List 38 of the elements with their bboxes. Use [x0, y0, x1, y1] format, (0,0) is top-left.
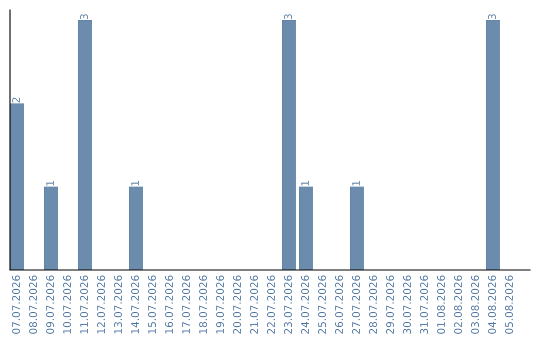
x-tick-label: 27.07.2026: [352, 276, 360, 334]
x-tick-label: 07.07.2026: [12, 276, 20, 334]
x-tick-label: 03.08.2026: [471, 276, 479, 334]
x-tick-label: 02.08.2026: [454, 276, 462, 334]
x-tick-label: 08.07.2026: [29, 276, 37, 334]
x-tick-label: 13.07.2026: [114, 276, 122, 334]
x-tick-label: 15.07.2026: [148, 276, 156, 334]
x-tick-label: 09.07.2026: [46, 276, 54, 334]
data-label: 1: [46, 181, 54, 186]
x-tick-label: 11.07.2026: [80, 276, 88, 334]
x-tick-label: 04.08.2026: [488, 276, 496, 334]
x-tick-label: 19.07.2026: [216, 276, 224, 334]
data-label: 1: [131, 181, 139, 186]
x-tick-label: 30.07.2026: [403, 276, 411, 334]
data-label: 1: [301, 181, 309, 186]
x-tick-label: 10.07.2026: [63, 276, 71, 334]
x-tick-label: 12.07.2026: [97, 276, 105, 334]
x-tick-label: 31.07.2026: [420, 276, 428, 334]
x-tick-label: 25.07.2026: [318, 276, 326, 334]
data-label: 3: [284, 14, 292, 20]
x-tick-label: 01.08.2026: [437, 276, 445, 334]
x-tick-label: 24.07.2026: [301, 276, 309, 334]
x-tick-label: 28.07.2026: [369, 276, 377, 334]
x-tick-label: 21.07.2026: [250, 276, 258, 334]
x-tick-label: 26.07.2026: [335, 276, 343, 334]
x-tick-label: 14.07.2026: [131, 276, 139, 334]
x-tick-label: 17.07.2026: [182, 276, 190, 334]
x-tick-label: 18.07.2026: [199, 276, 207, 334]
x-tick-label: 29.07.2026: [386, 276, 394, 334]
data-label: 3: [80, 14, 88, 20]
x-tick-label: 16.07.2026: [165, 276, 173, 334]
x-tick-label: 05.08.2026: [505, 276, 513, 334]
x-tick-label: 22.07.2026: [267, 276, 275, 334]
data-label: 2: [12, 98, 20, 103]
data-label: 1: [352, 181, 360, 186]
x-tick-label: 23.07.2026: [284, 276, 292, 334]
x-tick-label: 20.07.2026: [233, 276, 241, 334]
data-label: 3: [488, 14, 496, 20]
